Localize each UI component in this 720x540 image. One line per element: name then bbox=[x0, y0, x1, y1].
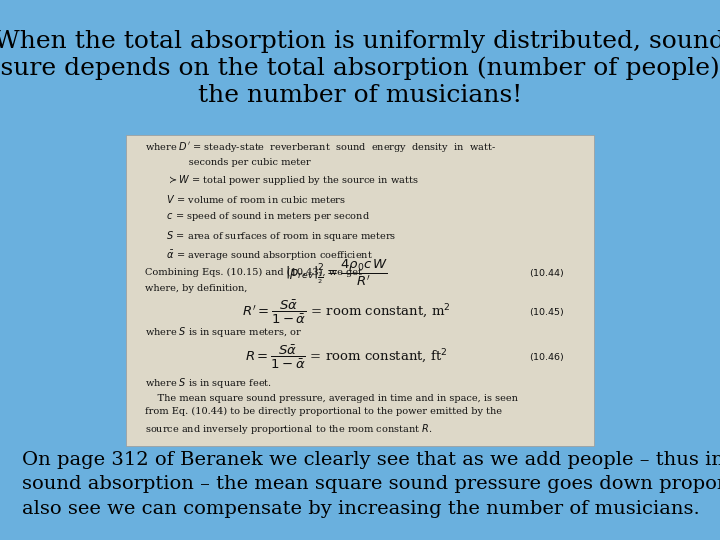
Text: where, by definition,: where, by definition, bbox=[145, 284, 247, 293]
Text: $(10.45)$: $(10.45)$ bbox=[529, 306, 565, 318]
Text: where $D'$ = steady-state  reverberant  sound  energy  density  in  watt-
      : where $D'$ = steady-state reverberant so… bbox=[145, 140, 495, 276]
Text: the number of musicians!: the number of musicians! bbox=[198, 84, 522, 107]
Text: where $S$ is in square feet.
    The mean square sound pressure, averaged in tim: where $S$ is in square feet. The mean sq… bbox=[145, 376, 518, 436]
Text: $(10.44)$: $(10.44)$ bbox=[529, 267, 565, 279]
Text: where $S$ is in square meters, or: where $S$ is in square meters, or bbox=[145, 325, 302, 339]
Text: pressure depends on the total absorption (number of people) and: pressure depends on the total absorption… bbox=[0, 57, 720, 80]
Text: When the total absorption is uniformly distributed, sound: When the total absorption is uniformly d… bbox=[0, 30, 720, 53]
Text: $|p_{rev}|^2_{\frac{1}{2}} = \dfrac{4\rho_0 c\, W}{R'}$: $|p_{rev}|^2_{\frac{1}{2}} = \dfrac{4\rh… bbox=[285, 258, 388, 288]
Text: $(10.46)$: $(10.46)$ bbox=[529, 351, 565, 363]
FancyBboxPatch shape bbox=[126, 135, 594, 446]
Text: $R = \dfrac{S\bar{\alpha}}{1-\bar{\alpha}}$ = room constant, ft$^2$: $R = \dfrac{S\bar{\alpha}}{1-\bar{\alpha… bbox=[245, 343, 447, 370]
Text: On page 312 of Beranek we clearly see that as we add people – thus increasing th: On page 312 of Beranek we clearly see th… bbox=[22, 451, 720, 517]
Text: $R' = \dfrac{S\bar{\alpha}}{1-\bar{\alpha}}$ = room constant, m$^2$: $R' = \dfrac{S\bar{\alpha}}{1-\bar{\alph… bbox=[242, 298, 450, 326]
